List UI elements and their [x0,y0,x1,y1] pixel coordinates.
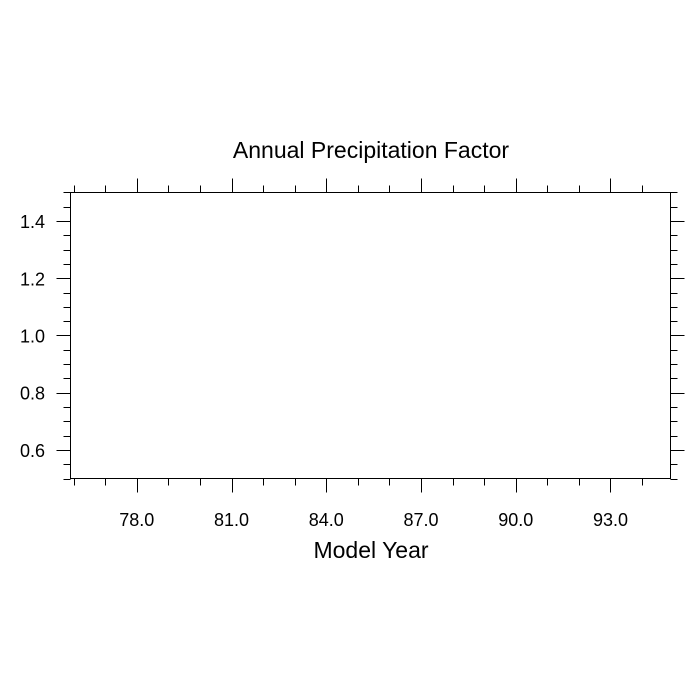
plot-frame [70,192,671,479]
x-tick-label: 81.0 [214,510,249,530]
y-tick-label: 0.8 [20,384,45,404]
x-tick-label: 93.0 [593,510,628,530]
y-tick-label: 1.4 [20,212,45,232]
y-tick-label: 1.0 [20,327,45,347]
y-tick-label: 0.6 [20,441,45,461]
y-tick-labels: 0.6 0.8 1.0 1.2 1.4 [20,212,45,461]
chart-title: Annual Precipitation Factor [233,137,509,163]
x-tick-label: 90.0 [498,510,533,530]
x-tick-label: 87.0 [404,510,439,530]
x-tick-label: 78.0 [119,510,154,530]
x-tick-labels: 78.0 81.0 84.0 87.0 90.0 93.0 [119,510,628,530]
x-tick-label: 84.0 [309,510,344,530]
x-axis-label: Model Year [313,537,428,563]
tick-marks [56,178,685,493]
y-tick-label: 1.2 [20,269,45,289]
plot-area: 78.0 81.0 84.0 87.0 90.0 93.0 0.6 0.8 1.0 1.2 1.4 [20,178,685,530]
